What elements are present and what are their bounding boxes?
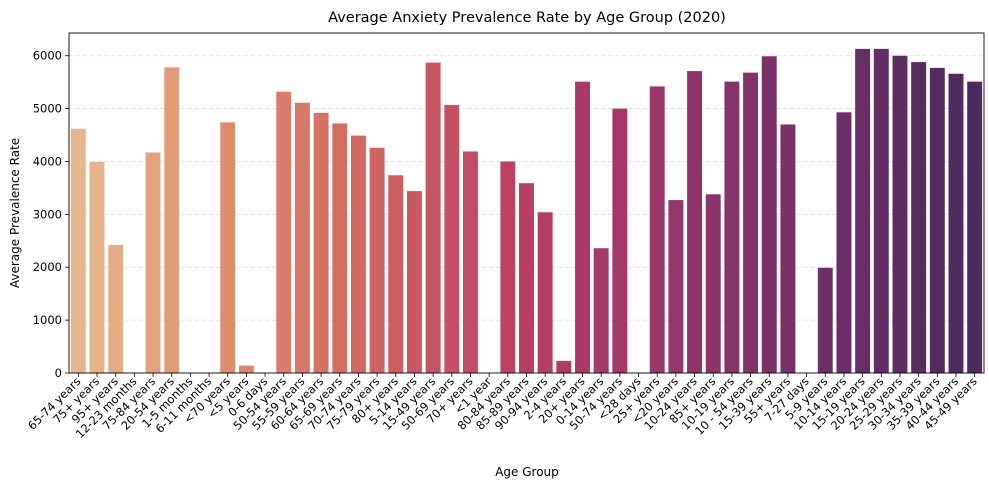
y-tick-label: 4000 xyxy=(33,154,62,168)
bar xyxy=(967,82,982,373)
bar xyxy=(893,56,908,373)
bar xyxy=(762,56,777,373)
bar xyxy=(314,113,329,373)
bar xyxy=(407,191,422,373)
bar xyxy=(351,136,366,373)
bar xyxy=(930,68,945,373)
bar xyxy=(874,49,889,373)
bar xyxy=(743,73,758,373)
bar xyxy=(463,151,478,373)
y-axis-label: Average Prevalence Rate xyxy=(8,138,22,288)
bar xyxy=(612,109,627,373)
bar xyxy=(71,129,86,373)
bar xyxy=(519,183,534,373)
bar xyxy=(426,63,441,373)
bar xyxy=(220,122,235,373)
bar xyxy=(538,212,553,373)
bar xyxy=(332,123,347,373)
bar xyxy=(911,62,926,373)
bar xyxy=(239,366,254,373)
bar xyxy=(818,268,833,373)
y-tick-label: 5000 xyxy=(33,102,62,116)
bar xyxy=(500,161,515,373)
bar xyxy=(949,74,964,373)
bar xyxy=(295,103,310,373)
bar xyxy=(164,67,179,373)
bar xyxy=(276,92,291,373)
y-axis: 0 1000 2000 3000 4000 5000 6000 xyxy=(33,49,69,380)
x-axis-label: Age Group xyxy=(495,465,559,479)
x-axis: 65-74 years75+ years95+ years12-23 month… xyxy=(25,373,980,441)
bar xyxy=(108,245,123,373)
bar xyxy=(575,82,590,373)
bar xyxy=(388,175,403,373)
bar xyxy=(444,105,459,373)
y-tick-label: 6000 xyxy=(33,49,62,63)
bar xyxy=(370,148,385,373)
bar xyxy=(724,82,739,373)
bar xyxy=(687,71,702,373)
bar xyxy=(706,194,721,373)
y-tick-label: 1000 xyxy=(33,313,62,327)
bars xyxy=(71,49,982,373)
bar xyxy=(90,162,105,373)
bar xyxy=(650,86,665,373)
y-tick-label: 3000 xyxy=(33,207,62,221)
bar xyxy=(780,124,795,373)
bar xyxy=(146,153,161,373)
bar xyxy=(836,112,851,373)
chart-title: Average Anxiety Prevalence Rate by Age G… xyxy=(328,10,726,26)
y-tick-label: 2000 xyxy=(33,260,62,274)
bar xyxy=(594,248,609,373)
bar xyxy=(556,361,571,373)
bar xyxy=(855,49,870,373)
y-tick-label: 0 xyxy=(55,366,62,380)
bar xyxy=(668,200,683,373)
